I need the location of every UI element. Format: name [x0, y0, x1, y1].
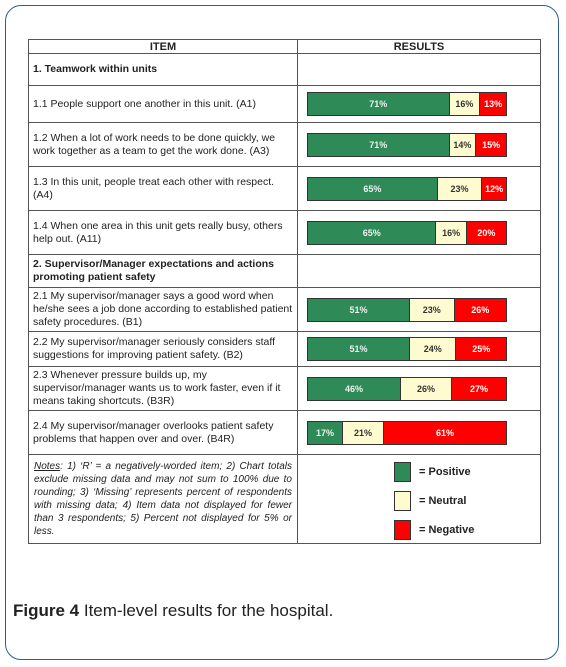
results-cell: 17% 21% 61%	[297, 410, 541, 455]
notes-prefix: Notes	[34, 461, 61, 472]
figure-caption: Figure 4 Item-level results for the hosp…	[13, 601, 333, 621]
positive-segment: 51%	[308, 338, 409, 360]
neutral-segment: 14%	[448, 133, 477, 156]
notes-cell: Notes: 1) ‘R’ = a negatively-worded item…	[28, 454, 298, 544]
table-row: 2.1 My supervisor/manager says a good wo…	[28, 287, 541, 332]
positive-swatch	[394, 462, 411, 482]
results-table: ITEM RESULTS 1. Teamwork within units 1.1…	[28, 39, 541, 544]
legend: = Positive = Neutral = Negative	[298, 456, 540, 542]
legend-positive: = Positive	[394, 462, 471, 482]
neutral-segment: 16%	[435, 221, 467, 244]
item-column-header: ITEM	[28, 39, 298, 54]
positive-segment: 17%	[308, 421, 342, 444]
item-label: 2.4 My supervisor/manager overlooks pati…	[28, 410, 298, 455]
results-cell: 71% 14% 15%	[297, 122, 541, 167]
stacked-bar: 17% 21% 61%	[307, 420, 507, 445]
neutral-segment: 23%	[408, 298, 455, 321]
neutral-segment: 26%	[400, 377, 452, 400]
neutral-segment: 24%	[408, 338, 457, 360]
table-row: 2.3 Whenever pressure builds up, my supe…	[28, 366, 541, 411]
section-results-cell	[297, 53, 541, 86]
positive-segment: 65%	[308, 177, 437, 200]
stacked-bar: 65% 16% 20%	[307, 220, 507, 245]
stacked-bar: 65% 23% 12%	[307, 176, 507, 201]
neutral-swatch	[394, 491, 411, 511]
positive-segment: 71%	[308, 93, 449, 115]
results-cell: 51% 24% 25%	[297, 331, 541, 367]
table-row: 1.3 In this unit, people treat each othe…	[28, 166, 541, 211]
negative-segment: 25%	[456, 338, 506, 360]
item-label: 1.1 People support one another in this u…	[28, 85, 298, 123]
negative-segment: 13%	[480, 93, 506, 115]
results-cell: 65% 16% 20%	[297, 210, 541, 255]
results-cell: 51% 23% 26%	[297, 287, 541, 332]
item-label: 2.3 Whenever pressure builds up, my supe…	[28, 366, 298, 411]
table-row: 2.2 My supervisor/manager seriously cons…	[28, 331, 541, 367]
positive-segment: 71%	[308, 133, 449, 156]
results-cell: 46% 26% 27%	[297, 366, 541, 411]
negative-segment: 26%	[454, 298, 506, 321]
item-label: 2.2 My supervisor/manager seriously cons…	[28, 331, 298, 367]
results-cell: 71% 16% 13%	[297, 85, 541, 123]
figure-frame	[5, 5, 559, 660]
positive-segment: 46%	[308, 377, 400, 400]
section-title: 1. Teamwork within units	[28, 53, 298, 86]
caption-text: Item-level results for the hospital.	[79, 601, 334, 620]
stacked-bar: 51% 23% 26%	[307, 297, 507, 322]
item-label: 2.1 My supervisor/manager says a good wo…	[28, 287, 298, 332]
results-column-header: RESULTS	[297, 39, 541, 54]
neutral-segment: 23%	[436, 177, 483, 200]
stacked-bar: 51% 24% 25%	[307, 337, 507, 361]
positive-segment: 65%	[308, 221, 436, 244]
table-row: 2.4 My supervisor/manager overlooks pati…	[28, 410, 541, 455]
legend-neutral-label: = Neutral	[419, 495, 467, 507]
section-title: 2. Supervisor/Manager expectations and a…	[28, 254, 298, 288]
notes-text: : 1) ‘R’ = a negatively-worded item; 2) …	[34, 461, 292, 537]
stacked-bar: 46% 26% 27%	[307, 376, 507, 401]
stacked-bar: 71% 16% 13%	[307, 92, 507, 116]
section-results-cell	[297, 254, 541, 288]
negative-segment: 27%	[452, 377, 506, 400]
legend-positive-label: = Positive	[419, 466, 471, 478]
legend-cell: = Positive = Neutral = Negative	[297, 454, 541, 544]
item-label: 1.2 When a lot of work needs to be done …	[28, 122, 298, 167]
negative-swatch	[394, 520, 411, 540]
table-row: 1.2 When a lot of work needs to be done …	[28, 122, 541, 167]
neutral-segment: 16%	[448, 93, 481, 115]
item-label: 1.4 When one area in this unit gets real…	[28, 210, 298, 255]
results-cell: 65% 23% 12%	[297, 166, 541, 211]
neutral-segment: 21%	[342, 421, 384, 444]
item-label: 1.3 In this unit, people treat each othe…	[28, 166, 298, 211]
negative-segment: 12%	[482, 177, 506, 200]
negative-segment: 15%	[476, 133, 506, 156]
negative-segment: 20%	[466, 221, 506, 244]
caption-figure-label: Figure 4	[13, 601, 80, 620]
legend-negative: = Negative	[394, 520, 474, 540]
negative-segment: 61%	[384, 421, 506, 444]
legend-negative-label: = Negative	[419, 524, 475, 536]
table-row: 1.1 People support one another in this u…	[28, 85, 541, 123]
stacked-bar: 71% 14% 15%	[307, 132, 507, 157]
table-row: 1.4 When one area in this unit gets real…	[28, 210, 541, 255]
legend-neutral: = Neutral	[394, 491, 466, 511]
positive-segment: 51%	[308, 298, 409, 321]
